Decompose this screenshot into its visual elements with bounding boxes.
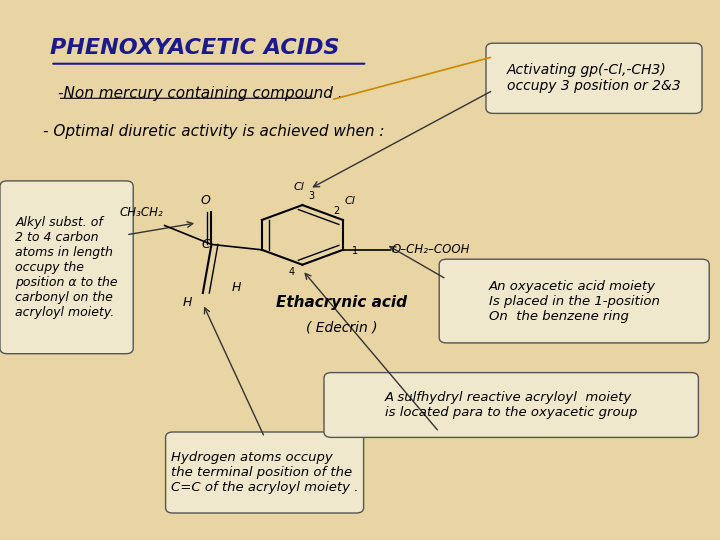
Text: 1: 1 [351,246,358,256]
FancyBboxPatch shape [0,181,133,354]
Text: An oxyacetic acid moiety
Is placed in the 1-position
On  the benzene ring: An oxyacetic acid moiety Is placed in th… [489,280,660,322]
Text: O: O [201,194,211,207]
Text: H: H [182,296,192,309]
FancyBboxPatch shape [324,373,698,437]
Text: Ethacrynic acid: Ethacrynic acid [276,295,408,310]
Text: -Non mercury containing compound .: -Non mercury containing compound . [58,86,342,102]
Text: Hydrogen atoms occupy
the terminal position of the
C=C of the acryloyl moiety .: Hydrogen atoms occupy the terminal posit… [171,451,359,494]
Text: 2: 2 [333,206,339,215]
Text: A sulfhydryl reactive acryloyl  moiety
is located para to the oxyacetic group: A sulfhydryl reactive acryloyl moiety is… [385,391,637,419]
FancyBboxPatch shape [486,43,702,113]
Text: PHENOXYACETIC ACIDS: PHENOXYACETIC ACIDS [50,38,340,58]
Text: Alkyl subst. of
2 to 4 carbon
atoms in length
occupy the
position α to the
carbo: Alkyl subst. of 2 to 4 carbon atoms in l… [15,216,118,319]
Text: C: C [202,238,210,251]
Text: CH₃CH₂: CH₃CH₂ [120,206,163,219]
Text: ( Edecrin ): ( Edecrin ) [306,321,378,335]
Text: H: H [232,281,241,294]
FancyBboxPatch shape [439,259,709,343]
Text: - Optimal diuretic activity is achieved when :: - Optimal diuretic activity is achieved … [43,124,384,139]
Text: 3: 3 [308,191,315,201]
FancyBboxPatch shape [166,432,364,513]
Text: Cl: Cl [345,197,356,206]
Text: Cl: Cl [293,181,305,192]
Text: Activating gp(-Cl,-CH3)
occupy 3 position or 2&3: Activating gp(-Cl,-CH3) occupy 3 positio… [507,63,681,93]
Text: O–CH₂–COOH: O–CH₂–COOH [391,244,469,256]
Text: 4: 4 [289,267,294,278]
